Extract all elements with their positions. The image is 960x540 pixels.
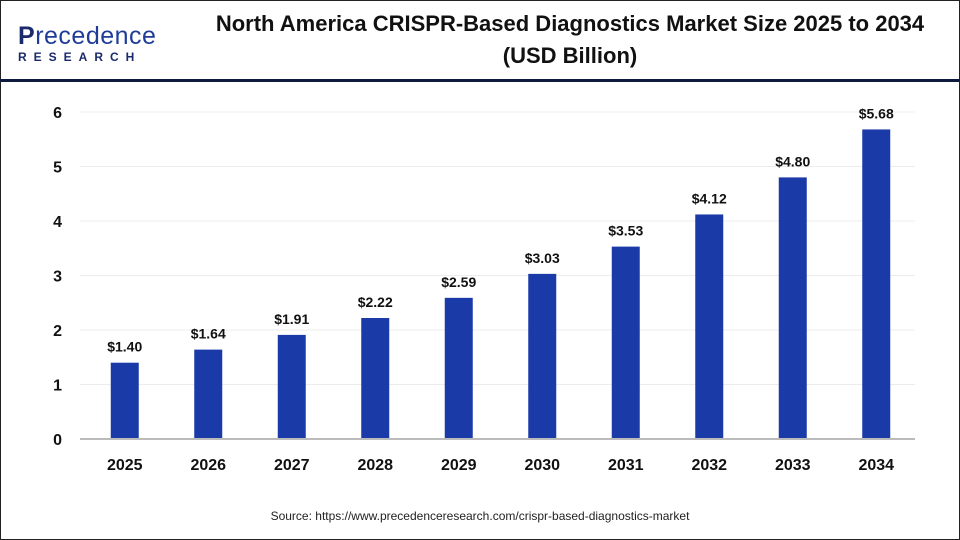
data-label: $3.53 (608, 223, 643, 239)
data-label: $4.80 (775, 153, 810, 169)
x-tick-label: 2028 (357, 457, 393, 474)
x-tick-label: 2026 (190, 457, 226, 474)
bar (611, 246, 640, 439)
bar (778, 177, 807, 439)
y-tick-label: 4 (53, 214, 62, 231)
x-tick-label: 2031 (608, 457, 644, 474)
x-tick-label: 2033 (775, 457, 811, 474)
bar (194, 349, 223, 439)
x-tick-label: 2025 (107, 457, 143, 474)
data-label: $1.91 (274, 311, 309, 327)
x-tick-label: 2034 (858, 457, 894, 474)
chart-title: North America CRISPR-Based Diagnostics M… (215, 11, 925, 68)
data-label: $1.64 (191, 326, 226, 342)
data-label: $4.12 (692, 190, 727, 206)
source-text: Source: https://www.precedenceresearch.c… (270, 509, 690, 523)
logo-initial: P (18, 22, 36, 50)
y-tick-label: 2 (53, 323, 62, 340)
precedence-research-logo: Precedence RESEARCH (18, 22, 157, 65)
logo-word: recedence (35, 22, 157, 50)
y-tick-label: 3 (53, 269, 62, 286)
header-divider (0, 79, 960, 82)
x-tick-label: 2030 (524, 457, 560, 474)
x-tick-label: 2027 (274, 457, 310, 474)
logo-subtitle: RESEARCH (18, 50, 142, 64)
x-tick-label: 2029 (441, 457, 477, 474)
data-label: $1.40 (107, 339, 142, 355)
y-tick-label: 5 (53, 160, 62, 177)
x-tick-label: 2032 (691, 457, 727, 474)
bar (110, 362, 139, 439)
y-tick-label: 1 (53, 378, 62, 395)
bar (361, 318, 390, 439)
bar (862, 129, 891, 439)
bar (528, 273, 557, 439)
bar (695, 214, 724, 439)
bar (444, 297, 473, 439)
data-label: $5.68 (859, 105, 894, 121)
y-tick-label: 0 (53, 432, 62, 449)
bar (277, 334, 306, 439)
data-label: $2.59 (441, 274, 476, 290)
data-label: $2.22 (358, 294, 393, 310)
data-label: $3.03 (525, 250, 560, 266)
y-tick-label: 6 (53, 105, 62, 122)
